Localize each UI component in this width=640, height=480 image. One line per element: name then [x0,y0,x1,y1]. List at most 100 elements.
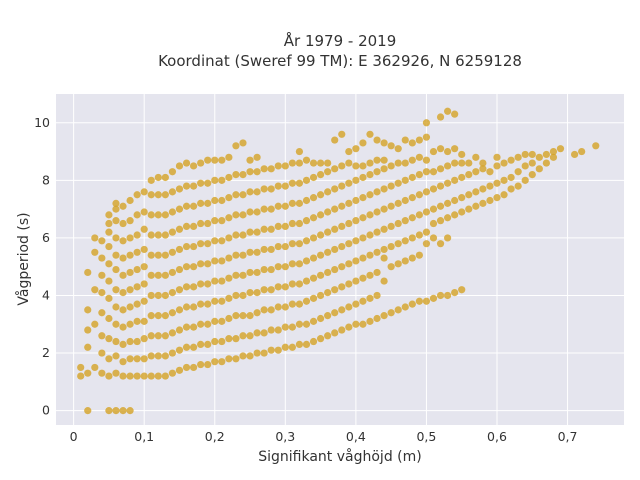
scatter-point [479,165,487,173]
scatter-point [246,188,254,196]
scatter-point [239,191,247,199]
scatter-point [140,335,148,343]
scatter-point [380,225,388,233]
scatter-point [309,317,318,325]
y-axis-label: Vågperiod (s) [15,212,32,305]
scatter-point [436,182,445,190]
scatter-point [528,150,536,159]
scatter-point [239,312,247,320]
scatter-point [352,237,360,245]
scatter-point [338,283,346,291]
scatter-point [373,136,381,144]
scatter-point [211,337,219,346]
scatter-point [352,277,360,285]
scatter-point [288,159,296,167]
scatter-point [253,208,261,216]
scatter-point [394,306,402,314]
scatter-point [98,349,106,357]
scatter-point [288,179,296,187]
scatter-point [316,211,325,219]
scatter-point [380,165,388,173]
scatter-point [408,173,416,182]
scatter-point [204,156,212,164]
scatter-point [380,312,388,320]
scatter-point [338,242,346,251]
scatter-point [288,343,296,351]
scatter-point [175,366,184,374]
scatter-point [401,237,409,245]
scatter-point [331,245,339,254]
scatter-point [112,407,120,415]
scatter-point [260,165,268,173]
scatter-point [316,159,325,167]
scatter-point [168,309,177,317]
scatter-point [401,176,409,184]
scatter-point [232,251,240,259]
scatter-point [549,153,558,161]
scatter-point [359,214,367,222]
scatter-point [302,257,311,265]
scatter-point [77,372,85,380]
scatter-point [274,162,282,170]
scatter-point [260,349,268,357]
scatter-point [232,335,240,343]
scatter-point [253,168,261,176]
scatter-point [345,179,353,187]
scatter-point [267,265,275,274]
scatter-point [521,150,529,159]
scatter-point [451,145,459,153]
scatter-point [281,283,289,291]
scatter-point [175,265,184,274]
scatter-point [232,231,240,239]
scatter-point [112,303,120,311]
scatter-point [366,170,374,179]
scatter-point [571,150,579,159]
scatter-point [98,332,106,340]
scatter-point [394,145,402,153]
scatter-point [140,317,148,325]
scatter-point [175,346,184,354]
scatter-point [112,217,120,225]
scatter-point [281,202,289,210]
scatter-point [338,130,346,138]
scatter-point [161,251,169,259]
scatter-point [140,355,148,363]
scatter-point [281,242,289,251]
scatter-point [267,165,275,173]
scatter-point [239,139,247,147]
scatter-point [507,173,515,182]
scatter-point [274,283,282,291]
scatter-point [126,217,134,225]
scatter-point [161,271,169,279]
scatter-point [175,205,184,213]
scatter-point [274,182,282,190]
scatter-point [175,286,184,294]
scatter-point [331,309,339,317]
scatter-point [493,153,501,161]
scatter-point [408,254,416,262]
scatter-point [105,294,113,302]
scatter-point [436,217,445,225]
scatter-point [444,234,452,242]
scatter-point [324,289,332,297]
scatter-point [373,188,381,196]
scatter-point [260,286,268,294]
scatter-point [154,271,162,279]
scatter-point [84,268,92,277]
scatter-point [161,372,169,380]
scatter-point [182,343,191,351]
scatter-point [218,277,226,285]
scatter-point [338,222,346,230]
scatter-point [359,162,367,170]
scatter-point [182,202,191,210]
x-tick-label: 0,6 [487,429,507,444]
scatter-point [295,159,304,167]
scatter-point [147,251,155,259]
scatter-point [197,159,205,167]
scatter-point [267,245,275,254]
scatter-point [451,211,459,219]
scatter-point [232,211,240,219]
scatter-point [528,170,536,179]
scatter-point [225,355,233,363]
